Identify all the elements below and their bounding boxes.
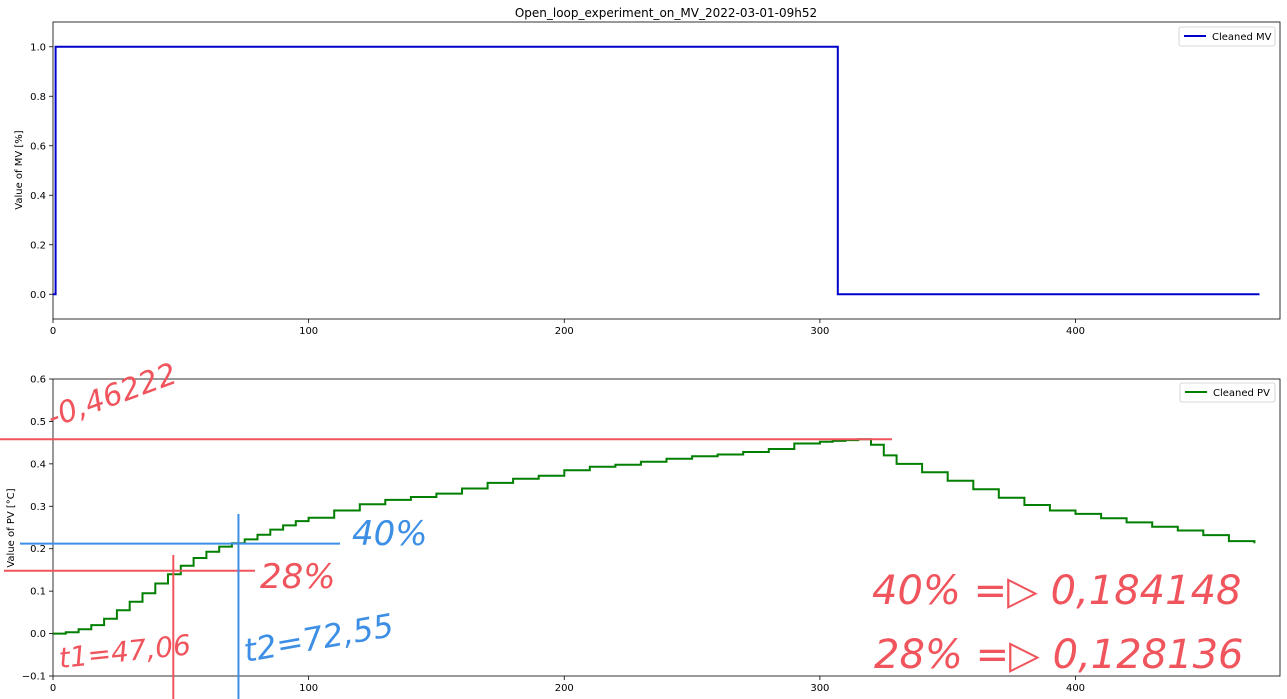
note-t1: t1=47,06 xyxy=(57,628,192,675)
x-tick-label: 300 xyxy=(810,326,829,337)
pv-plot-frame xyxy=(52,378,1281,677)
note-40-percent-value: 40% =▷ 0,184148 xyxy=(872,568,1241,614)
mv-y-axis-label: Value of MV [%] xyxy=(14,130,25,210)
mv-legend-label: Cleaned MV xyxy=(1212,32,1272,43)
x-tick-label: 400 xyxy=(1066,683,1085,694)
chart-title: Open_loop_experiment_on_MV_2022-03-01-09… xyxy=(515,6,817,20)
mv-axis-ticks: 0 100 200 300 400 0.0 0.2 0.4 0.6 0.8 1.0 xyxy=(30,42,1085,337)
x-tick-label: 200 xyxy=(555,683,574,694)
pv-chart: Value of PV [°C] 0 100 200 300 400 −0.1 0.0 0.1… xyxy=(6,375,1281,695)
pv-y-axis-label: Value of PV [°C] xyxy=(6,488,17,567)
y-tick-label: 0.0 xyxy=(30,629,46,640)
y-tick-label: 1.0 xyxy=(30,42,46,53)
note-max-value: -0,46222 xyxy=(43,356,182,435)
note-28-percent-value: 28% =▷ 0,128136 xyxy=(874,632,1243,678)
y-tick-label: 0.1 xyxy=(30,587,46,598)
pv-legend-box xyxy=(1179,382,1276,403)
y-tick-label: 0.3 xyxy=(30,502,46,513)
handwritten-notes: -0,46222 40% 28% t1=47,06 t2=72,55 40% =… xyxy=(43,356,1244,678)
mv-chart: Open_loop_experiment_on_MV_2022-03-01-09… xyxy=(14,6,1281,337)
y-tick-label: 0.4 xyxy=(30,191,46,202)
x-tick-label: 0 xyxy=(50,326,56,337)
x-tick-label: 200 xyxy=(555,326,574,337)
y-tick-label: 0.2 xyxy=(30,240,46,251)
y-tick-label: 0.6 xyxy=(30,375,46,386)
pv-legend-label: Cleaned PV xyxy=(1213,388,1270,399)
mv-legend-box xyxy=(1178,26,1276,47)
x-tick-label: 300 xyxy=(810,683,829,694)
y-tick-label: −0.1 xyxy=(22,672,46,683)
y-tick-label: 0.4 xyxy=(30,459,46,470)
x-tick-label: 400 xyxy=(1066,326,1085,337)
y-tick-label: 0.2 xyxy=(30,544,46,555)
pv-axis-ticks: 0 100 200 300 400 −0.1 0.0 0.1 0.2 0.3 0.4 0.5 0.6 xyxy=(22,375,1085,695)
y-tick-label: 0.5 xyxy=(30,417,46,428)
mv-legend: Cleaned MV xyxy=(1178,26,1276,47)
mv-plot-frame xyxy=(52,21,1281,320)
y-tick-label: 0.6 xyxy=(30,141,46,152)
annotation-guides xyxy=(0,438,892,699)
pv-legend: Cleaned PV xyxy=(1179,382,1276,403)
x-tick-label: 0 xyxy=(50,683,56,694)
note-28-percent: 28% xyxy=(260,557,336,597)
y-tick-label: 0.8 xyxy=(30,92,46,103)
y-tick-label: 0.0 xyxy=(30,290,46,301)
x-tick-label: 100 xyxy=(299,683,318,694)
pv-series-line xyxy=(53,438,1256,635)
note-40-percent: 40% xyxy=(352,514,428,554)
x-tick-label: 100 xyxy=(299,326,318,337)
note-t2: t2=72,55 xyxy=(241,606,397,670)
mv-series-line xyxy=(53,45,1260,296)
